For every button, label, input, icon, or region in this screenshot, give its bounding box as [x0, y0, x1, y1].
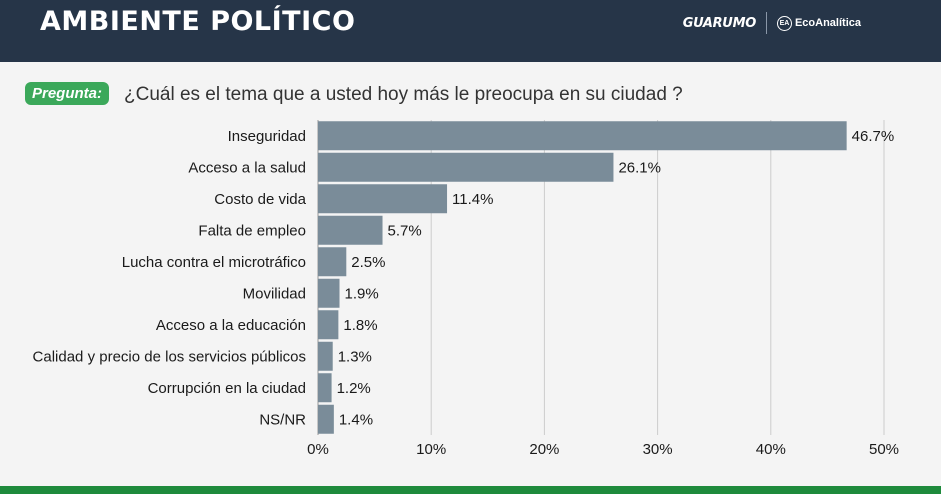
value-label: 1.3% [338, 348, 372, 365]
bar [318, 215, 383, 245]
header-bar: AMBIENTE POLÍTICO GUARUMO EA EcoAnalític… [0, 0, 941, 62]
value-label: 1.9% [345, 285, 379, 302]
value-label: 1.2% [337, 380, 371, 397]
question-badge: Pregunta: [25, 82, 110, 105]
bar [318, 341, 333, 371]
x-tick-label: 10% [416, 441, 446, 458]
bar [318, 121, 847, 151]
bar [318, 310, 339, 340]
value-label: 2.5% [351, 254, 385, 271]
category-label: Lucha contra el microtráfico [122, 254, 306, 271]
value-label: 46.7% [852, 128, 895, 145]
bar [318, 247, 347, 277]
x-tick-label: 30% [643, 441, 673, 458]
x-tick-label: 40% [756, 441, 786, 458]
x-tick-label: 0% [307, 441, 329, 458]
ecoanalitica-logo: EA EcoAnalítica [776, 15, 861, 31]
logos: GUARUMO EA EcoAnalítica [683, 12, 861, 34]
bottom-bar [0, 486, 941, 494]
category-label: Movilidad [243, 285, 306, 302]
bar [318, 373, 332, 403]
value-label: 1.8% [343, 317, 377, 334]
category-label: Falta de empleo [198, 222, 306, 239]
bar [318, 184, 448, 214]
x-tick-label: 20% [529, 441, 559, 458]
bar [318, 404, 334, 434]
category-label: Inseguridad [228, 128, 306, 145]
page-title: AMBIENTE POLÍTICO [40, 6, 356, 37]
category-label: NS/NR [259, 411, 306, 428]
x-tick-label: 50% [869, 441, 899, 458]
category-label: Corrupción en la ciudad [148, 380, 306, 397]
bar [318, 278, 340, 308]
value-label: 26.1% [618, 159, 661, 176]
category-label: Acceso a la salud [188, 159, 306, 176]
category-label: Acceso a la educación [156, 317, 306, 334]
value-label: 11.4% [452, 191, 493, 208]
value-label: 5.7% [388, 222, 422, 239]
ecoanalitica-icon: EA [776, 15, 792, 31]
question-text: ¿Cuál es el tema que a usted hoy más le … [124, 84, 683, 105]
bar [318, 152, 614, 182]
category-label: Costo de vida [214, 191, 306, 208]
value-label: 1.4% [339, 411, 373, 428]
logo-divider [765, 12, 767, 34]
ecoanalitica-name: EcoAnalítica [794, 17, 861, 29]
guarumo-logo: GUARUMO [682, 15, 756, 31]
category-label: Calidad y precio de los servicios públic… [33, 348, 306, 365]
